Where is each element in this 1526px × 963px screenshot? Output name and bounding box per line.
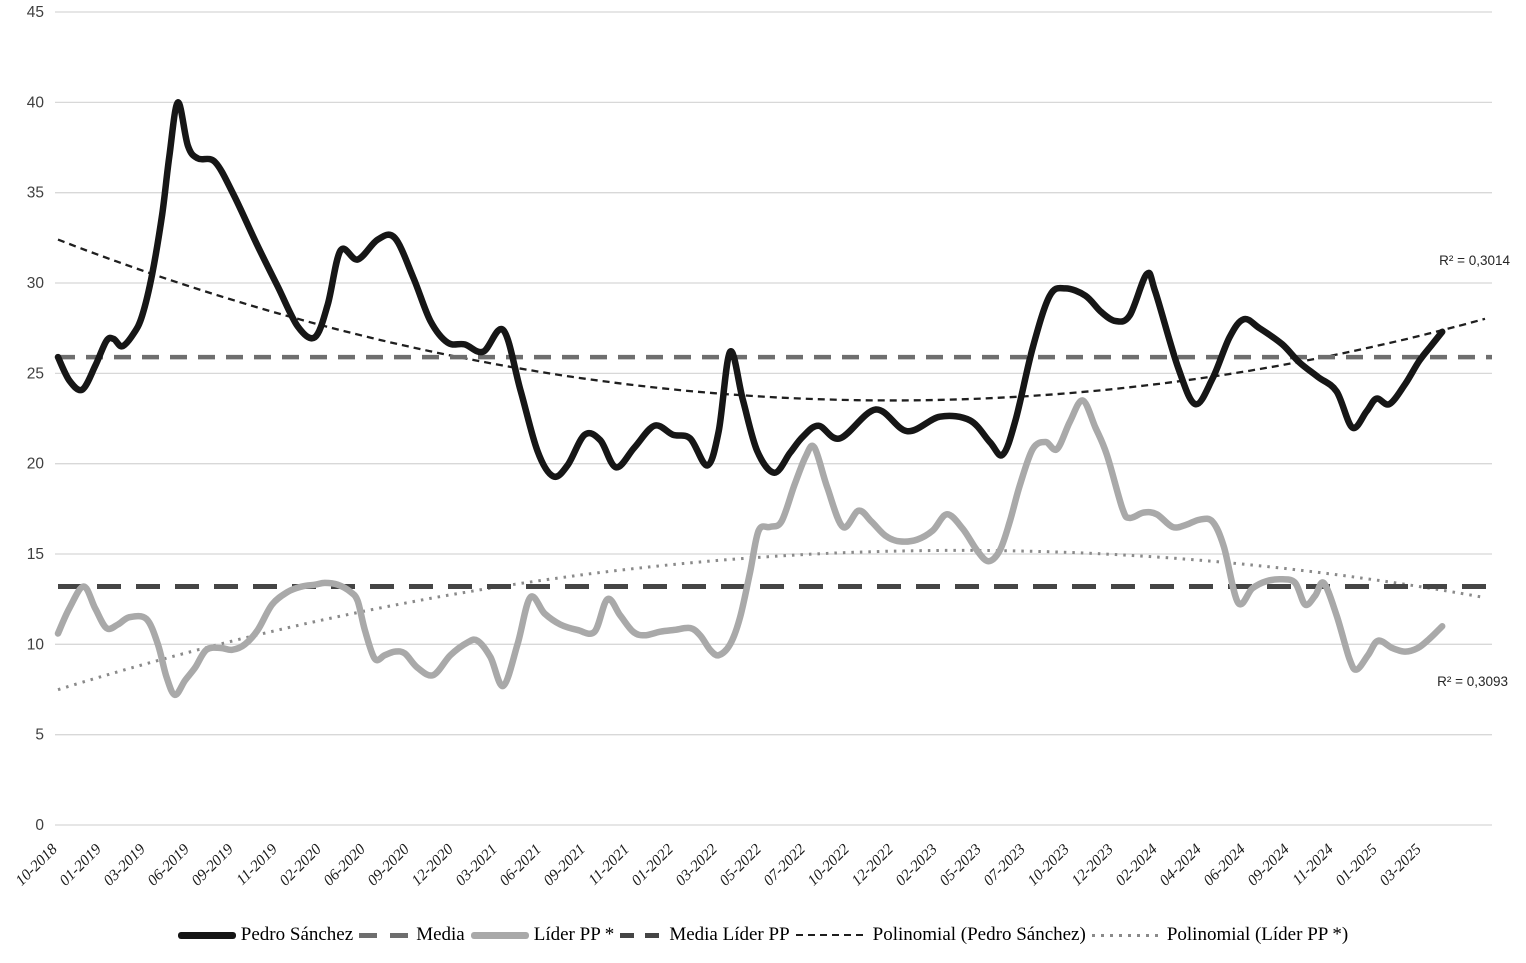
legend-label: Líder PP *: [533, 924, 615, 945]
x-axis-label: 02-2023: [892, 841, 941, 890]
y-axis-label: 40: [27, 94, 45, 111]
y-axis-labels: 0 5 10 15 20 25 30 35 40 45: [27, 4, 45, 834]
x-axis-label: 07-2022: [760, 841, 809, 890]
dotted-gray-line-swatch-icon: [1091, 933, 1162, 937]
legend-item-media-lider-pp: Media Líder PP: [620, 924, 790, 946]
trendline-paths: [57, 238, 1486, 692]
x-axis-label: 09-2021: [540, 841, 589, 890]
x-axis-label: 02-2020: [276, 841, 325, 890]
legend-item-polinomial-lider-pp: Polinomial (Líder PP *): [1091, 924, 1349, 946]
solid-black-line-swatch-icon: [177, 931, 236, 939]
y-axis-label: 5: [35, 727, 44, 744]
trendline-Polinomial (Líder PP *): [57, 548, 1486, 692]
trendline-Polinomial (Pedro Sánchez): [57, 238, 1486, 402]
x-axis-label: 01-2019: [56, 841, 105, 890]
solid-gray-line-swatch-icon: [470, 931, 529, 939]
x-axis-labels: 10-201801-201903-201906-201909-201911-20…: [12, 841, 1425, 890]
legend-label: Pedro Sánchez: [240, 924, 354, 945]
x-axis-label: 03-2019: [100, 841, 149, 890]
legend-label: Polinomial (Pedro Sánchez): [872, 924, 1086, 945]
y-axis-label: 35: [27, 185, 44, 202]
r2-annotation-lider-pp: R² = 0,3093: [1437, 674, 1508, 689]
y-axis-label: 15: [27, 546, 44, 563]
x-axis-label: 09-2020: [364, 841, 413, 890]
x-axis-label: 01-2025: [1332, 841, 1381, 890]
legend-label: Polinomial (Líder PP *): [1166, 924, 1349, 945]
series-line-Líder PP *: [54, 397, 1446, 699]
x-axis-label: 01-2022: [628, 841, 677, 890]
x-axis-label: 06-2021: [496, 841, 545, 890]
legend-label: Media: [416, 924, 465, 945]
dashed-dark-line-swatch-icon: [620, 932, 665, 938]
y-axis-label: 45: [27, 4, 44, 21]
x-axis-label: 11-2019: [233, 841, 281, 889]
x-axis-label: 02-2024: [1112, 841, 1161, 890]
x-axis-label: 11-2021: [585, 841, 633, 889]
x-axis-label: 05-2022: [716, 841, 765, 890]
y-axis-label: 20: [27, 456, 45, 473]
x-axis-label: 03-2022: [672, 841, 721, 890]
y-axis-label: 10: [27, 636, 45, 653]
x-axis-label: 07-2023: [980, 841, 1029, 890]
fine-dashed-black-line-swatch-icon: [795, 933, 868, 937]
y-axis-label: 0: [35, 817, 44, 834]
x-axis-label: 10-2018: [12, 841, 61, 890]
legend-item-lider-pp: Líder PP *: [470, 924, 615, 946]
x-axis-label: 04-2024: [1156, 841, 1205, 890]
legend-item-pedro-sanchez: Pedro Sánchez: [177, 924, 354, 946]
x-axis-label: 06-2024: [1200, 841, 1249, 890]
y-axis-label: 25: [27, 365, 44, 382]
x-axis-label: 06-2019: [144, 841, 193, 890]
gridlines: [55, 11, 1492, 826]
x-axis-label: 12-2020: [408, 841, 457, 890]
x-axis-label: 11-2024: [1289, 841, 1337, 889]
legend-label: Media Líder PP: [669, 924, 790, 945]
x-axis-label: 05-2023: [936, 841, 985, 890]
x-axis-label: 06-2020: [320, 841, 369, 890]
r2-annotation-pedro-sanchez: R² = 0,3014: [1439, 253, 1510, 268]
x-axis-label: 10-2023: [1024, 841, 1073, 890]
dashed-gray-line-swatch-icon: [359, 932, 412, 938]
series-line-Pedro Sánchez: [54, 99, 1446, 481]
x-axis-label: 10-2022: [804, 841, 853, 890]
x-axis-label: 12-2022: [848, 841, 897, 890]
x-axis-label: 09-2019: [188, 841, 237, 890]
x-axis-label: 09-2024: [1244, 841, 1293, 890]
x-axis-label: 03-2025: [1376, 841, 1425, 890]
legend-item-polinomial-pedro-sanchez: Polinomial (Pedro Sánchez): [795, 924, 1086, 946]
y-axis-label: 30: [27, 275, 45, 292]
x-axis-label: 03-2021: [452, 841, 501, 890]
chart-legend: Pedro Sánchez Media Líder PP * Media Líd…: [0, 924, 1526, 946]
series-paths: [54, 99, 1446, 699]
legend-item-media: Media: [359, 924, 465, 946]
x-axis-label: 12-2023: [1068, 841, 1117, 890]
